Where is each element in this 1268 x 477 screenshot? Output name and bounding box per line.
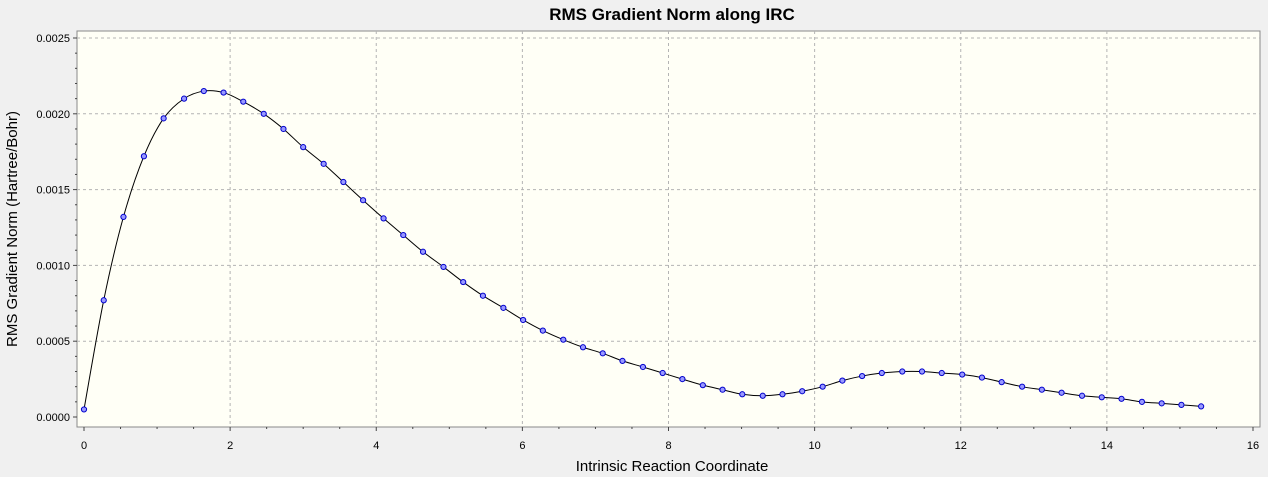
data-point <box>500 304 507 311</box>
data-point <box>998 379 1005 386</box>
x-tick-label: 12 <box>955 440 967 452</box>
data-point <box>260 110 267 117</box>
data-point <box>240 98 247 105</box>
data-point <box>779 391 786 398</box>
data-series <box>80 87 1205 413</box>
data-point <box>120 213 127 220</box>
data-point <box>440 263 447 271</box>
data-point <box>1058 389 1065 396</box>
data-point <box>80 406 88 413</box>
data-point <box>460 278 467 286</box>
data-point <box>759 392 766 399</box>
data-point <box>839 377 846 384</box>
chart-title: RMS Gradient Norm along IRC <box>549 5 795 24</box>
data-point <box>918 368 926 375</box>
data-point <box>200 87 207 95</box>
x-tick-label: 6 <box>519 440 525 452</box>
data-point <box>220 89 227 96</box>
y-tick-label: 0.0005 <box>36 336 70 348</box>
data-point <box>400 231 407 239</box>
x-tick-label: 4 <box>373 440 379 452</box>
data-point <box>799 388 806 395</box>
x-axis-label: Intrinsic Reaction Coordinate <box>576 458 769 475</box>
data-point <box>878 369 885 377</box>
data-point <box>938 369 945 377</box>
data-point <box>959 371 966 378</box>
data-point <box>100 297 107 304</box>
data-point <box>1198 403 1205 410</box>
data-point <box>1158 400 1165 407</box>
data-point <box>1019 383 1026 390</box>
data-point <box>359 197 367 204</box>
data-point <box>1178 401 1185 408</box>
data-point <box>419 248 427 255</box>
data-point <box>1118 395 1125 402</box>
data-point <box>599 350 606 357</box>
data-point <box>1078 392 1086 399</box>
x-tick-label: 10 <box>809 440 821 452</box>
data-point <box>300 144 307 151</box>
data-point <box>1138 398 1146 405</box>
axis-ticks <box>73 37 1254 431</box>
data-point <box>899 368 906 375</box>
y-tick-label: 0.0010 <box>36 260 70 272</box>
data-point <box>859 372 866 380</box>
data-point <box>699 382 706 389</box>
data-point <box>320 160 327 167</box>
data-point <box>560 336 567 343</box>
x-tick-label: 14 <box>1101 440 1113 452</box>
x-tick-label: 16 <box>1247 440 1259 452</box>
data-point <box>579 344 587 351</box>
data-point <box>180 95 188 102</box>
data-point <box>380 215 387 222</box>
x-tick-label: 8 <box>665 440 671 452</box>
x-tick-label: 0 <box>81 440 87 452</box>
data-point <box>520 316 527 324</box>
y-axis-label: RMS Gradient Norm (Hartree/Bohr) <box>4 111 21 347</box>
data-point <box>679 376 686 383</box>
data-point <box>539 327 546 334</box>
data-point <box>1038 386 1045 393</box>
y-tick-label: 0.0020 <box>36 109 70 121</box>
x-tick-label: 2 <box>227 440 233 452</box>
data-point <box>479 292 487 299</box>
data-point <box>978 374 986 381</box>
grid-lines <box>77 31 1260 427</box>
data-point <box>659 369 666 377</box>
data-point <box>739 391 746 398</box>
y-tick-label: 0.0015 <box>36 185 70 197</box>
data-point <box>280 125 287 133</box>
data-point <box>160 115 167 122</box>
tick-labels: 0 2 4 6 8 10 12 14 16 0.0000 0.0005 0.0010 0.0015 0.0… <box>36 33 1259 452</box>
data-point <box>1098 394 1105 401</box>
data-point <box>340 178 347 186</box>
data-point <box>639 363 647 371</box>
data-point <box>619 357 626 365</box>
y-tick-label: 0.0025 <box>36 33 70 45</box>
data-point <box>819 383 826 390</box>
data-point <box>719 386 726 393</box>
data-point <box>140 153 148 160</box>
y-tick-label: 0.0000 <box>36 412 70 424</box>
